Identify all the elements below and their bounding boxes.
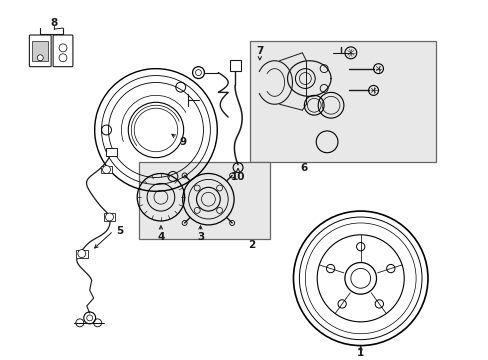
Bar [139,162,269,239]
Bar [105,148,117,156]
Bar [249,41,435,162]
Bar [101,166,112,174]
Circle shape [102,166,110,174]
Bar [76,249,87,257]
Text: 9: 9 [179,137,186,147]
FancyBboxPatch shape [53,35,73,67]
Circle shape [59,54,67,62]
Text: 2: 2 [248,240,255,250]
Bar [103,213,115,221]
Text: 4: 4 [157,232,164,242]
Circle shape [78,249,85,257]
Circle shape [105,213,113,221]
Bar [32,41,48,61]
Text: 3: 3 [197,232,203,242]
Text: 8: 8 [50,18,58,28]
Text: 6: 6 [300,163,307,172]
Bar [229,60,240,71]
FancyBboxPatch shape [29,35,51,67]
Text: 5: 5 [116,226,123,236]
Circle shape [59,44,67,52]
Text: 1: 1 [356,347,364,357]
Text: 10: 10 [230,172,245,183]
Text: 7: 7 [256,46,263,56]
Circle shape [37,55,43,61]
